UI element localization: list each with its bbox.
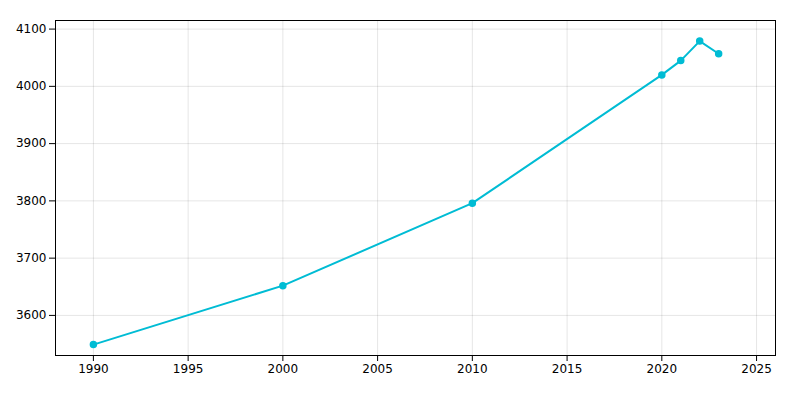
svg-text:3600: 3600: [16, 308, 47, 322]
svg-text:2025: 2025: [741, 362, 772, 376]
svg-text:4100: 4100: [16, 22, 47, 36]
svg-text:3700: 3700: [16, 251, 47, 265]
svg-text:3800: 3800: [16, 194, 47, 208]
svg-text:2010: 2010: [457, 362, 488, 376]
svg-text:2005: 2005: [362, 362, 393, 376]
svg-text:2020: 2020: [647, 362, 678, 376]
svg-text:1990: 1990: [78, 362, 109, 376]
svg-text:1995: 1995: [173, 362, 204, 376]
svg-text:2015: 2015: [552, 362, 583, 376]
svg-text:3900: 3900: [16, 136, 47, 150]
svg-text:2000: 2000: [268, 362, 299, 376]
svg-text:4000: 4000: [16, 79, 47, 93]
